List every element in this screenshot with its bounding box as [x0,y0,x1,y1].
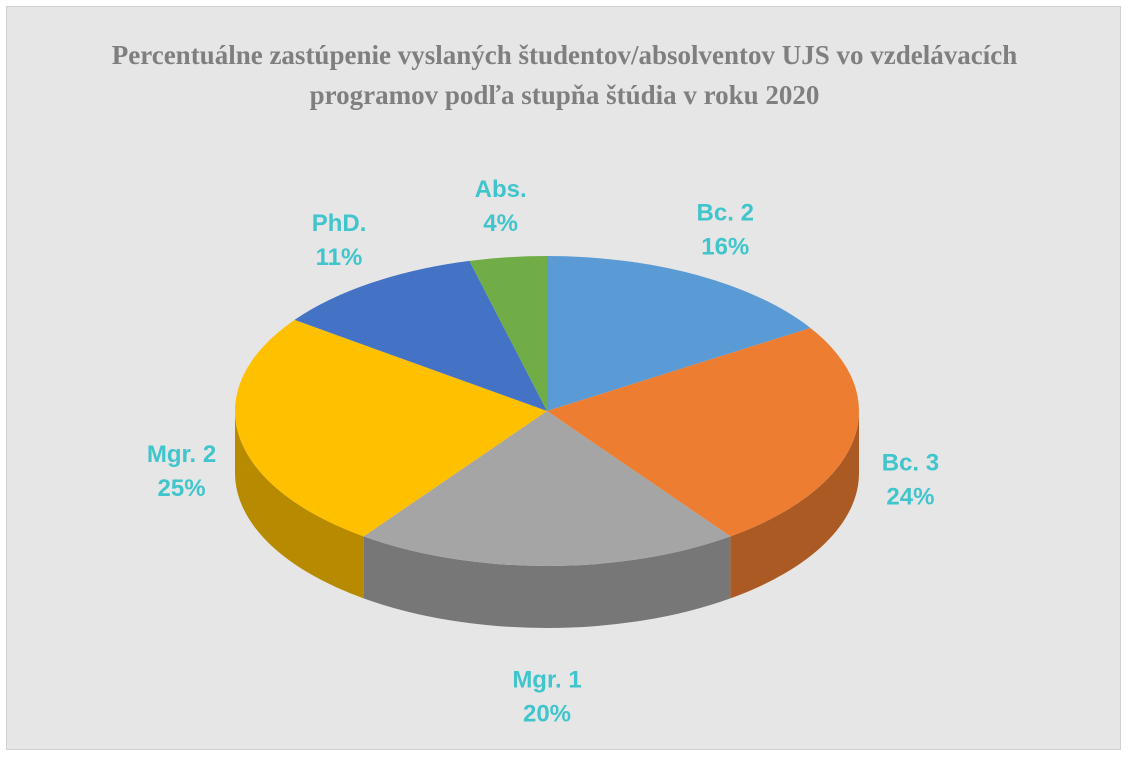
data-label-category: Abs. [475,176,527,203]
data-label-category: Bc. 3 [882,449,939,476]
pie-slice [469,256,547,411]
pie-slice [547,327,859,537]
pie-slice-side [730,411,859,599]
data-label-value: 11% [316,244,363,271]
data-label-category: Mgr. 2 [147,441,216,468]
pie-slice-side [363,536,731,628]
data-label-value: 16% [701,234,749,261]
chart: Bc. 2 16% Bc. 3 24% Mgr. 1 20% Mgr. 2 25% PhD. 11… [147,176,939,727]
pie-slice [235,319,547,537]
pie-slice-side [235,411,364,599]
data-label-value: 24% [886,483,934,510]
data-label-value: 20% [523,700,571,727]
chart-area: Percentuálne zastúpenie vyslaných študen… [6,6,1121,750]
pie-slice [294,260,547,411]
data-label-category: Mgr. 1 [512,666,581,693]
pie-slice [547,256,811,411]
data-label-category: Bc. 2 [697,200,754,227]
data-label-value: 4% [483,210,518,237]
data-label-value: 25% [158,475,206,502]
data-label-category: PhD. [312,210,367,237]
chart-title: Percentuálne zastúpenie vyslaných študen… [111,40,1018,110]
pie-slice [363,411,731,567]
